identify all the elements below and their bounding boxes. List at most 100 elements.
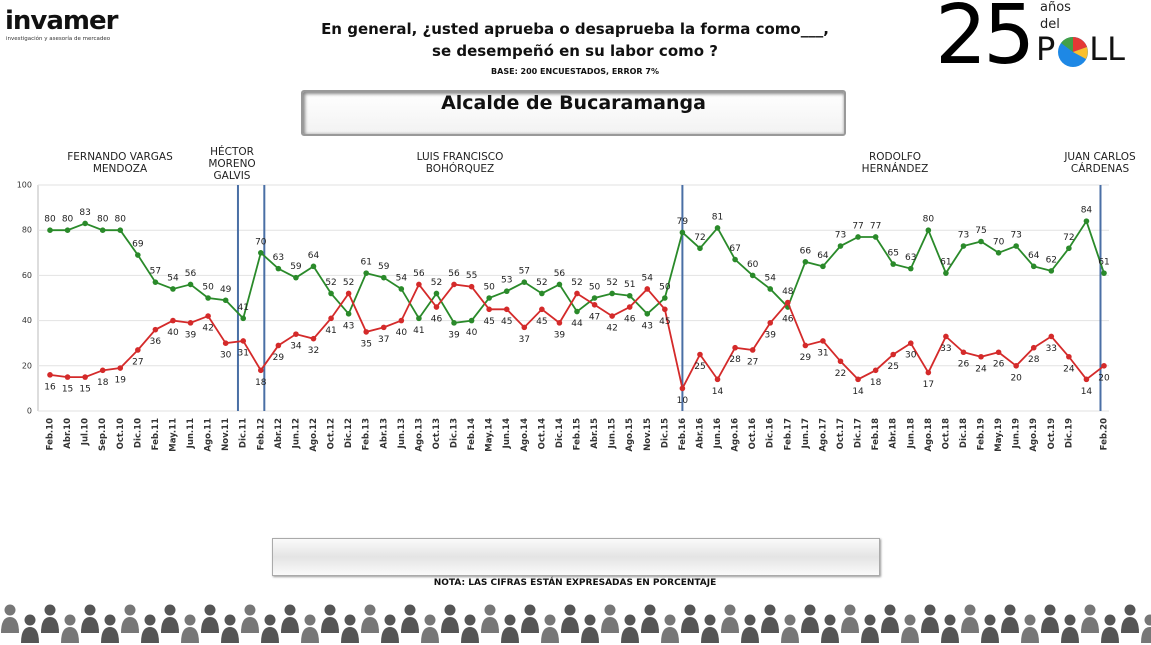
data-label: 46 [782, 315, 794, 325]
data-point [1048, 333, 1055, 340]
crowd-body [661, 627, 679, 643]
data-point [749, 347, 756, 353]
data-point [187, 281, 194, 288]
crowd-figure [901, 614, 919, 643]
data-label: 80 [97, 215, 109, 225]
data-point [82, 374, 88, 380]
data-point [890, 351, 896, 358]
x-tick-label: May.19 [994, 418, 1004, 452]
data-point [767, 286, 774, 292]
data-label: 27 [747, 357, 758, 367]
data-label: 30 [905, 351, 917, 361]
x-tick-label: Jun.13 [397, 418, 407, 449]
data-label: 79 [677, 217, 689, 227]
crowd-head [44, 604, 56, 616]
data-point [855, 376, 861, 383]
crowd-body [321, 617, 339, 633]
crowd-body [141, 627, 159, 643]
base-note: BASE: 200 ENCUESTADOS, ERROR 7% [491, 67, 659, 76]
crowd-figure [781, 614, 799, 643]
data-label: 14 [852, 387, 864, 397]
data-point [907, 340, 914, 347]
data-point [82, 220, 88, 227]
data-label: 33 [940, 344, 951, 354]
data-point [714, 376, 721, 383]
crowd-head [724, 604, 736, 616]
crowd-body [361, 617, 379, 633]
crowd-head [364, 604, 376, 616]
crowd-figure [181, 614, 199, 643]
data-label: 63 [273, 253, 284, 263]
crowd-body [701, 627, 719, 643]
x-tick-label: Feb.19 [977, 418, 987, 450]
data-label: 67 [729, 244, 740, 254]
x-tick-label: Abr.13 [379, 418, 389, 449]
data-point [767, 320, 774, 326]
crowd-figure [201, 604, 219, 633]
data-label: 33 [1046, 344, 1057, 354]
data-label: 73 [835, 231, 846, 241]
crowd-head [564, 604, 576, 616]
mayor-name-line: GALVIS [213, 170, 251, 182]
data-label: 72 [694, 233, 705, 243]
data-point [222, 297, 229, 304]
data-point [345, 311, 352, 317]
data-point [310, 263, 317, 270]
data-label: 54 [642, 273, 654, 283]
data-label: 54 [167, 273, 179, 283]
data-label: 32 [308, 346, 319, 356]
data-point [1066, 245, 1072, 252]
data-point [1101, 270, 1107, 276]
data-point [907, 265, 914, 272]
x-tick-label: Dic.16 [766, 418, 776, 448]
crowd-head [744, 614, 756, 626]
data-label: 69 [132, 240, 144, 250]
data-label: 20 [1098, 373, 1110, 383]
crowd-body [981, 627, 999, 643]
crowd-body [101, 627, 119, 643]
data-point [170, 317, 176, 324]
data-label: 73 [1010, 231, 1021, 241]
data-point [609, 313, 615, 319]
y-tick-label: 0 [27, 407, 32, 416]
data-point [380, 324, 387, 331]
crowd-body [561, 617, 579, 633]
crowd-figure [61, 614, 79, 643]
logo: invamer [5, 6, 118, 36]
crowd-head [584, 614, 596, 626]
crowd-figure [161, 604, 179, 633]
crowd-head [1104, 614, 1116, 626]
data-label: 66 [800, 246, 812, 256]
data-label: 16 [44, 382, 56, 392]
data-point [293, 331, 299, 337]
data-point [503, 306, 510, 313]
data-label: 28 [729, 355, 741, 365]
crowd-body [1061, 627, 1079, 643]
x-tick-label: Oct.10 [116, 418, 126, 449]
crowd-body [41, 617, 59, 633]
data-point [99, 367, 106, 374]
crowd-figure [1081, 604, 1099, 633]
crowd-body [301, 627, 319, 643]
crowd-figure [221, 614, 239, 643]
data-label: 37 [519, 335, 530, 345]
crowd-head [1144, 614, 1151, 626]
badge-number: 25 [935, 0, 1035, 83]
crowd-head [764, 604, 776, 616]
data-point [503, 288, 510, 295]
data-label: 14 [1081, 387, 1093, 397]
data-point [837, 358, 844, 365]
crowd-figure [581, 614, 599, 643]
x-tick-label: Jun.14 [502, 418, 512, 449]
data-point [240, 315, 247, 322]
x-tick-label: Dic.19 [1064, 418, 1074, 448]
crowd-body [961, 617, 979, 633]
data-label: 52 [431, 278, 442, 288]
data-point [258, 250, 264, 256]
crowd-figure [561, 604, 579, 633]
x-tick-label: Ago.11 [204, 418, 214, 452]
data-label: 56 [448, 269, 460, 279]
data-label: 25 [694, 362, 705, 372]
data-point [732, 344, 738, 351]
x-tick-label: Dic.11 [239, 418, 249, 448]
